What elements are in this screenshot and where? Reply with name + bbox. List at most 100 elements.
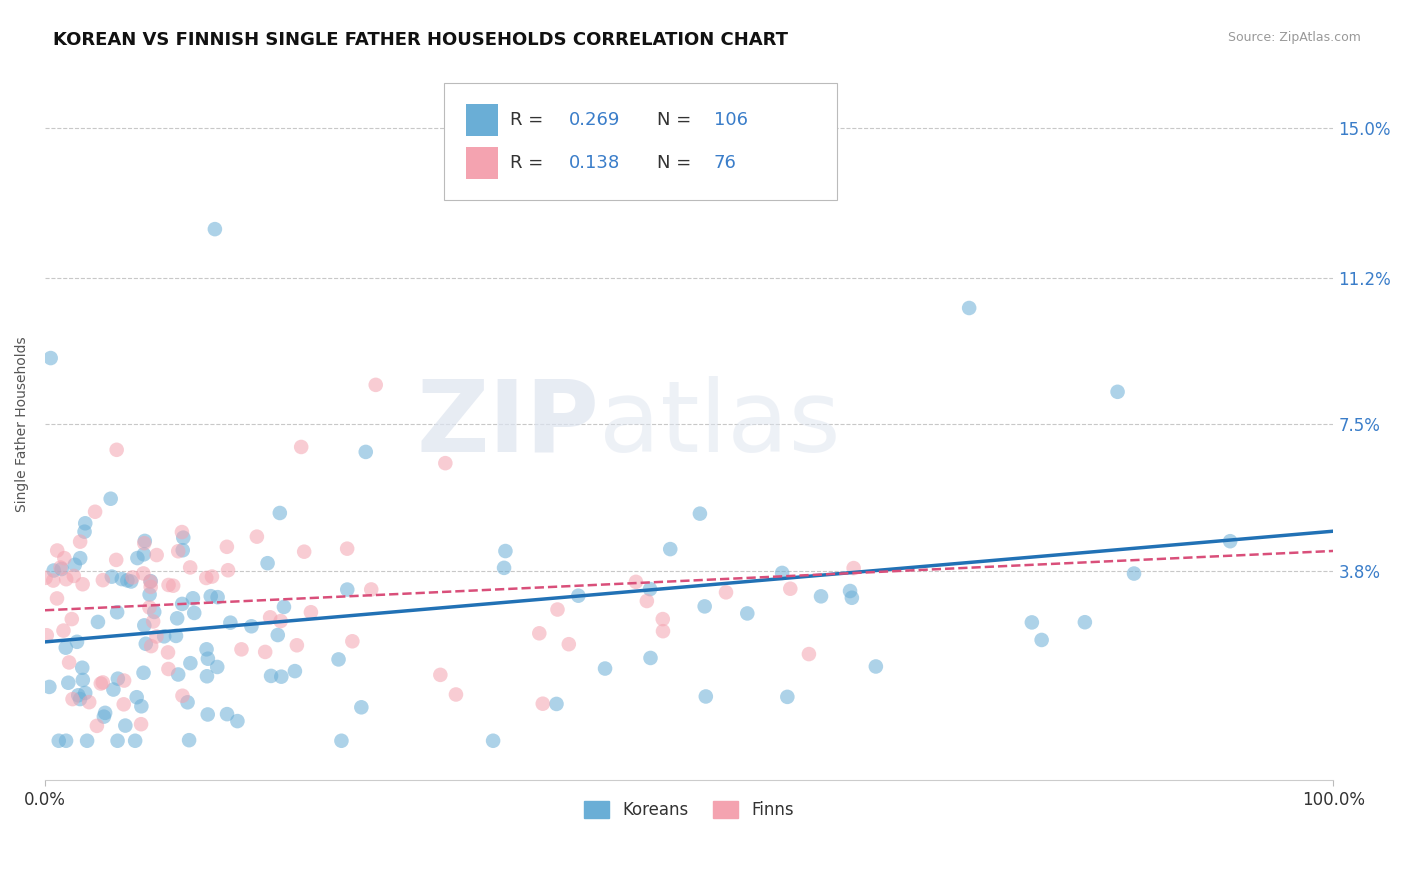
Point (285, 638, 308, 652)
Point (776, 690, 799, 704)
Point (693, 599, 716, 614)
Point (183, 606, 205, 620)
Point (638, 582, 661, 596)
Point (364, 377, 387, 392)
Point (170, 524, 193, 539)
Point (139, 574, 162, 589)
Point (200, 589, 222, 603)
Point (157, 578, 180, 592)
Point (1074, 615, 1097, 630)
Point (492, 561, 515, 575)
Point (121, 570, 143, 584)
Point (207, 660, 229, 674)
Point (256, 556, 278, 570)
Point (38, 680, 60, 694)
Point (689, 507, 711, 521)
Point (167, 544, 190, 558)
Point (659, 542, 682, 557)
Point (197, 707, 219, 722)
Point (75, 686, 97, 700)
Point (195, 642, 218, 657)
Point (142, 615, 165, 629)
Point (35, 628, 58, 642)
Bar (467, 104, 499, 136)
Point (75, 516, 97, 531)
Point (810, 590, 832, 604)
Point (139, 574, 162, 589)
Point (839, 584, 862, 599)
Point (60, 612, 83, 626)
Point (636, 594, 658, 608)
Legend: Koreans, Finns: Koreans, Finns (578, 794, 801, 825)
Point (957, 301, 980, 315)
FancyBboxPatch shape (444, 83, 838, 200)
Point (270, 614, 292, 628)
Point (49, 560, 72, 574)
Point (139, 580, 162, 594)
Point (165, 629, 187, 643)
Point (254, 645, 277, 659)
Point (482, 733, 505, 747)
Point (350, 700, 373, 714)
Bar (467, 147, 499, 179)
Point (172, 597, 194, 611)
Point (195, 669, 218, 683)
Point (593, 661, 616, 675)
Text: N =: N = (657, 154, 697, 172)
Point (66, 635, 89, 649)
Point (67, 688, 90, 702)
Point (105, 605, 128, 619)
Point (156, 645, 179, 659)
Point (94, 706, 117, 720)
Point (111, 572, 134, 586)
Point (494, 544, 516, 558)
Point (172, 689, 194, 703)
Point (166, 611, 188, 625)
Text: Source: ZipAtlas.com: Source: ZipAtlas.com (1227, 31, 1361, 45)
Point (125, 690, 148, 705)
Point (53, 551, 76, 566)
Point (77, 695, 100, 709)
Point (100, 491, 122, 506)
Point (246, 530, 269, 544)
Point (342, 634, 364, 648)
Point (127, 551, 149, 566)
Point (207, 590, 229, 604)
Point (172, 531, 194, 545)
Point (204, 222, 226, 236)
Point (529, 626, 551, 640)
Point (651, 612, 673, 626)
Point (143, 605, 166, 619)
Point (107, 672, 129, 686)
Text: ZIP: ZIP (416, 376, 599, 473)
Point (62, 692, 84, 706)
Text: N =: N = (657, 112, 697, 129)
Point (124, 733, 146, 747)
Point (1219, 534, 1241, 549)
Point (865, 659, 887, 673)
Point (547, 602, 569, 616)
Point (90, 676, 112, 690)
Point (176, 695, 198, 709)
Point (640, 651, 662, 665)
Point (695, 690, 717, 704)
Point (72, 577, 94, 591)
Point (112, 698, 135, 712)
Text: 0.269: 0.269 (569, 112, 620, 129)
Point (219, 615, 242, 630)
Point (292, 544, 315, 558)
Point (93, 709, 115, 723)
Point (131, 699, 153, 714)
Point (87, 615, 110, 629)
Point (167, 667, 190, 681)
Point (195, 571, 218, 585)
Point (145, 630, 167, 644)
Point (91, 675, 114, 690)
Point (779, 582, 801, 596)
Text: KOREAN VS FINNISH SINGLE FATHER HOUSEHOLDS CORRELATION CHART: KOREAN VS FINNISH SINGLE FATHER HOUSEHOL… (53, 31, 789, 49)
Point (201, 569, 224, 583)
Point (179, 656, 201, 670)
Point (434, 456, 457, 470)
Point (39, 351, 62, 365)
Point (273, 599, 295, 614)
